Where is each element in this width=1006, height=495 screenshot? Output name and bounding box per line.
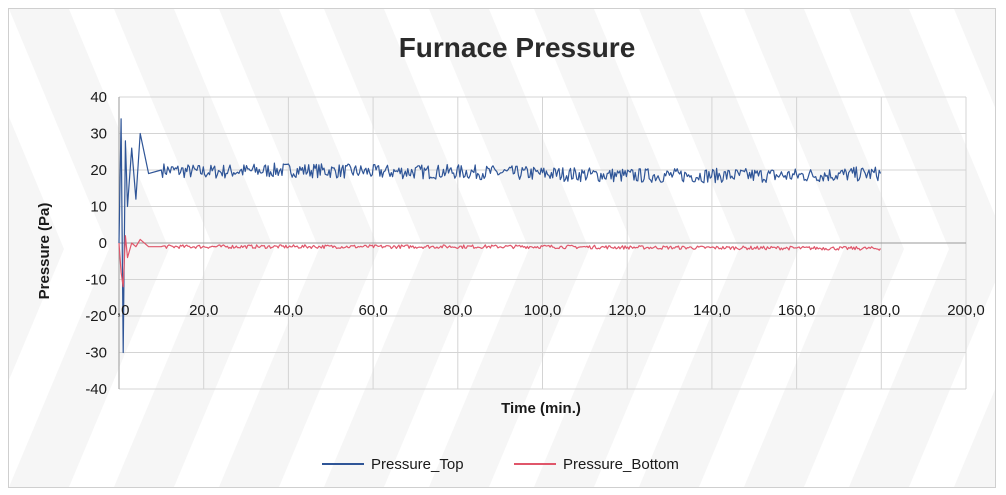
y-tick-label: -20 [85,308,107,325]
watermark-shape [324,9,484,487]
legend: Pressure_Top Pressure_Bottom [322,456,679,473]
series-layer [118,118,882,354]
watermark-shape [744,9,904,487]
chart-title: Furnace Pressure [399,32,636,63]
y-tick-label: 10 [90,199,107,216]
background-watermark [9,9,995,487]
x-tick-label: 60,0 [358,302,387,319]
y-tick-label: -10 [85,272,107,289]
watermark-shape [219,9,379,487]
x-tick-label: 180,0 [863,302,901,319]
x-tick-label: 120,0 [608,302,646,319]
series-line-pressure-bottom [118,235,881,288]
y-tick-label: 40 [90,89,107,106]
series-line-pressure-top [118,118,882,354]
legend-label-top: Pressure_Top [371,456,464,473]
x-tick-label: 160,0 [778,302,816,319]
watermark-shape [9,117,64,380]
watermark-shape [849,9,995,487]
x-axis-label: Time (min.) [501,400,581,417]
x-tick-label: 140,0 [693,302,731,319]
watermark-shape [114,9,274,487]
x-tick-label: 40,0 [274,302,303,319]
x-tick-label: 200,0 [947,302,985,319]
chart-frame: Furnace Pressure 0,0 20,0 40,0 60,0 80,0 100,… [8,8,996,488]
furnace-pressure-chart: Furnace Pressure 0,0 20,0 40,0 60,0 80,0 100,… [36,32,985,473]
y-tick-label: 0 [99,235,107,252]
x-tick-label: 20,0 [189,302,218,319]
y-tick-label: -30 [85,345,107,362]
watermark-shape [9,9,169,487]
y-tick-label: 30 [90,126,107,143]
legend-label-bottom: Pressure_Bottom [563,456,679,473]
y-tick-label: -40 [85,381,107,398]
tick-labels: 0,0 20,0 40,0 60,0 80,0 100,0 120,0 140,0 160,0 1… [85,89,984,398]
y-axis-label: Pressure (Pa) [36,203,53,300]
x-tick-label: 0,0 [109,302,130,319]
x-tick-label: 80,0 [443,302,472,319]
x-tick-label: 100,0 [524,302,562,319]
y-tick-label: 20 [90,162,107,179]
watermark-shape [954,9,995,487]
